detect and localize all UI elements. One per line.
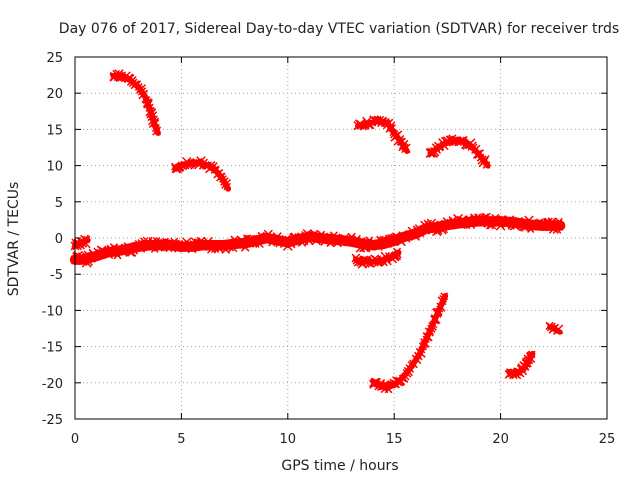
data-point-marker — [347, 232, 356, 242]
data-point-marker — [498, 215, 507, 223]
data-point-marker — [240, 243, 250, 252]
x-tick-label: 10 — [280, 432, 297, 447]
data-series-trace — [109, 69, 162, 136]
y-tick-label: 20 — [46, 87, 63, 102]
data-point-marker — [123, 242, 133, 252]
data-point-marker — [482, 161, 491, 169]
data-point-marker — [439, 224, 449, 234]
y-tick-label: 15 — [46, 123, 63, 138]
data-point-marker — [480, 155, 490, 165]
data-point-marker — [527, 350, 536, 359]
y-tick-label: -25 — [42, 413, 63, 428]
data-point-marker — [415, 347, 426, 358]
data-point-marker — [176, 239, 184, 247]
data-point-marker — [365, 236, 374, 245]
data-point-marker — [374, 115, 385, 126]
data-point-marker — [140, 90, 148, 98]
data-point-marker — [396, 237, 406, 247]
data-series-trace — [425, 134, 491, 169]
y-tick-label: 25 — [46, 51, 63, 66]
data-point-marker — [541, 223, 549, 232]
data-point-marker — [432, 226, 442, 237]
data-point-marker — [221, 178, 232, 189]
data-point-marker — [454, 136, 465, 147]
data-point-marker — [161, 237, 170, 245]
data-series-trace — [504, 350, 536, 380]
y-axis-label: SDTVAR / TECUs — [6, 182, 22, 297]
data-series-trace — [353, 115, 411, 154]
data-point-marker — [294, 233, 303, 242]
data-point-marker — [223, 182, 231, 191]
y-tick-label: 0 — [55, 232, 63, 247]
x-tick-label: 20 — [492, 432, 509, 447]
data-point-marker — [440, 292, 449, 301]
y-tick-label: -10 — [42, 304, 63, 319]
x-tick-label: 5 — [177, 432, 185, 447]
data-point-marker — [359, 255, 369, 264]
data-point-marker — [437, 225, 447, 235]
data-point-marker — [244, 234, 254, 244]
data-point-marker — [427, 324, 436, 333]
data-series-trace — [70, 234, 91, 251]
data-point-marker — [401, 143, 411, 154]
y-tick-label: -15 — [42, 341, 63, 356]
data-point-marker — [287, 240, 296, 249]
data-series-trace — [369, 292, 449, 394]
data-point-marker — [153, 126, 162, 134]
data-point-marker — [555, 217, 563, 226]
data-point-marker — [417, 229, 425, 238]
data-point-marker — [485, 221, 494, 230]
data-series — [69, 69, 566, 394]
data-point-marker — [403, 366, 414, 377]
data-point-marker — [420, 337, 430, 348]
data-series-trace — [351, 247, 402, 269]
data-point-marker — [136, 84, 146, 95]
x-tick-label: 0 — [71, 432, 79, 447]
data-point-marker — [518, 221, 529, 232]
x-tick-label: 15 — [386, 432, 403, 447]
data-point-marker — [146, 108, 157, 118]
data-point-marker — [203, 236, 213, 247]
y-tick-label: -5 — [50, 268, 63, 283]
x-axis-label: GPS time / hours — [281, 458, 398, 474]
data-point-marker — [83, 235, 91, 243]
data-series-trace — [69, 212, 566, 268]
data-point-marker — [393, 250, 402, 259]
axis-ticks: 0 5 10 15 20 25 -25 -20 -15 -10 -5 0 5 10 15 20 25 — [42, 51, 616, 447]
data-point-marker — [81, 257, 92, 268]
data-series-trace — [171, 156, 232, 192]
data-point-marker — [553, 324, 564, 335]
data-point-marker — [373, 241, 383, 251]
data-point-marker — [392, 247, 402, 256]
x-tick-label: 25 — [599, 432, 616, 447]
y-tick-label: 5 — [55, 196, 63, 211]
y-tick-label: 10 — [46, 160, 63, 175]
chart-title: Day 076 of 2017, Sidereal Day-to-day VTE… — [59, 21, 619, 37]
data-point-marker — [134, 239, 143, 249]
data-point-marker — [480, 213, 489, 222]
y-tick-label: -20 — [42, 377, 63, 392]
data-series-trace — [545, 321, 564, 336]
data-point-marker — [410, 360, 418, 369]
